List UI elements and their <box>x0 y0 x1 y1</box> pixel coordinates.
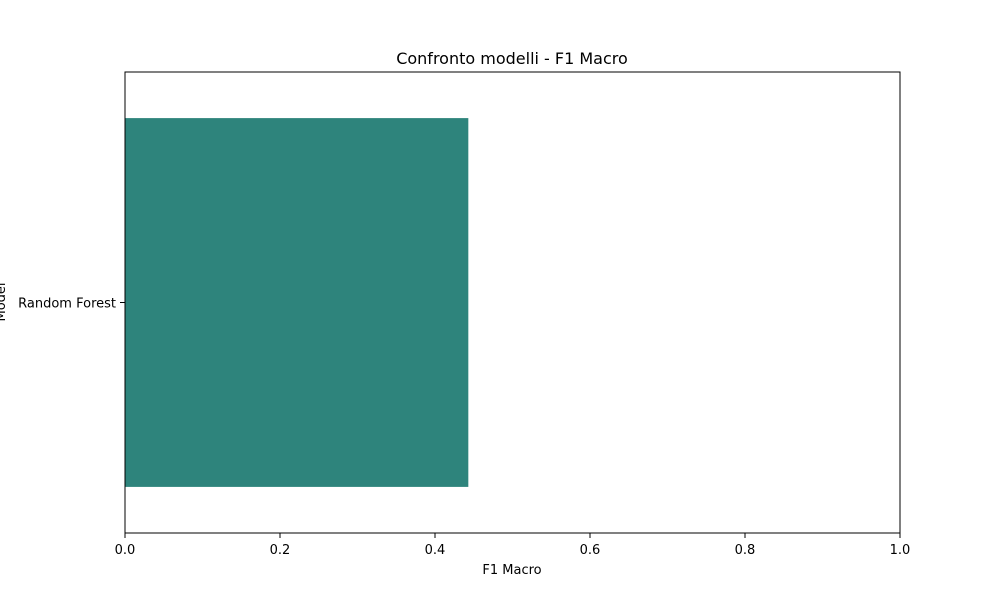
x-tick-label: 0.6 <box>580 543 601 558</box>
x-tick-label: 0.0 <box>115 543 136 558</box>
x-tick-label: 0.8 <box>735 543 756 558</box>
bar-random-forest <box>125 118 469 487</box>
y-axis-ticks: Random Forest <box>18 297 125 312</box>
y-tick-label: Random Forest <box>18 297 116 312</box>
x-axis-ticks: 0.0 0.2 0.4 0.6 0.8 1.0 <box>115 533 911 558</box>
y-axis-label: Model <box>0 282 9 321</box>
x-axis-label: F1 Macro <box>482 563 541 578</box>
x-tick-label: 1.0 <box>890 543 911 558</box>
chart-title: Confronto modelli - F1 Macro <box>396 49 628 68</box>
x-tick-label: 0.2 <box>270 543 291 558</box>
bars-layer <box>125 118 469 487</box>
x-tick-label: 0.4 <box>425 543 446 558</box>
